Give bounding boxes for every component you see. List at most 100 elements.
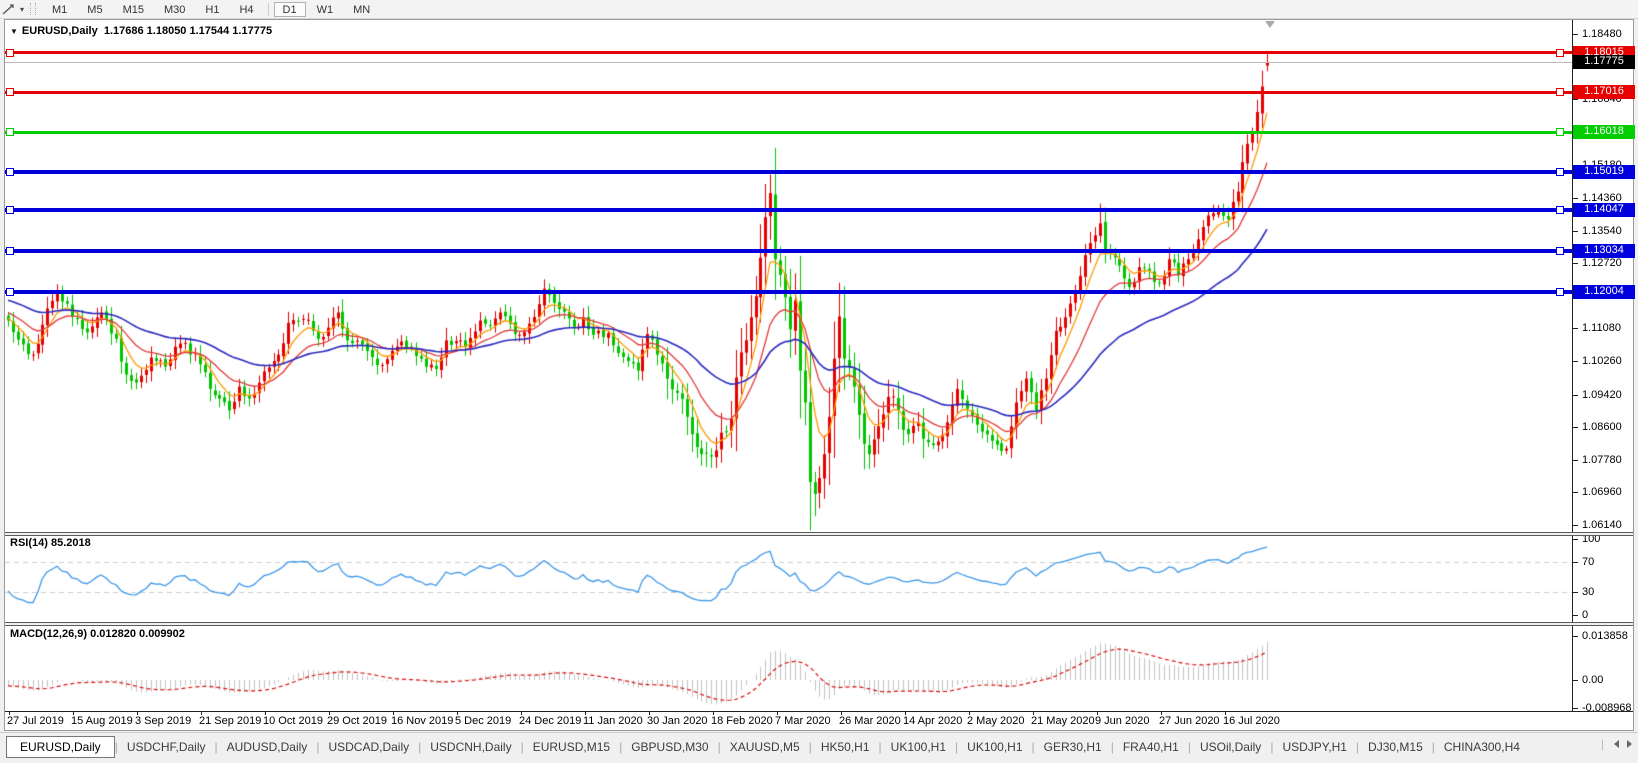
price-level-handle[interactable]: [1556, 128, 1564, 136]
timeframe-toolbar: ▾ M1 M5 M15 M30 H1 H4 D1 W1 MN: [0, 0, 1638, 19]
chart-tab-hk50-h1[interactable]: HK50,H1: [820, 739, 870, 754]
chart-tab-usdcnh-daily[interactable]: USDCNH,Daily: [430, 739, 512, 754]
price-level-handle[interactable]: [6, 287, 14, 296]
chart-tabs: EURUSD,Daily | USDCHF,Daily | AUDUSD,Daily | U…: [0, 735, 1529, 758]
chart-tab-usdchf-daily[interactable]: USDCHF,Daily: [126, 739, 206, 754]
chart-tab-audusd-daily[interactable]: AUDUSD,Daily: [226, 739, 308, 754]
price-level-line[interactable]: [5, 248, 1572, 253]
price-axis-label: 1.08600: [1582, 421, 1622, 434]
rsi-axis-label: 70: [1582, 555, 1595, 568]
time-axis-tick: [905, 711, 906, 715]
price-axis-tick: [1572, 361, 1578, 363]
macd-panel-separator[interactable]: [5, 622, 1633, 626]
tab-divider: |: [1187, 739, 1191, 754]
timeframe-button-m15[interactable]: M15: [114, 2, 153, 17]
price-level-line[interactable]: [5, 90, 1572, 94]
chart-tab-gbpusd-m30[interactable]: GBPUSD,M30: [631, 739, 709, 754]
time-axis-label: 16 Jul 2020: [1223, 715, 1280, 727]
chart-tab-ger30-h1[interactable]: GER30,H1: [1043, 739, 1102, 754]
time-axis-tick: [265, 711, 266, 715]
price-level-label: 1.13034: [1573, 243, 1635, 258]
price-level-handle[interactable]: [6, 206, 14, 215]
time-axis-label: 3 Sep 2019: [135, 715, 192, 727]
price-level-handle[interactable]: [6, 167, 14, 176]
price-level-handle[interactable]: [1556, 287, 1564, 296]
timeframe-button-h1[interactable]: H1: [196, 2, 228, 17]
timeframe-button-m5[interactable]: M5: [78, 2, 111, 17]
rsi-axis-tick: [1572, 539, 1578, 540]
time-axis-label: 15 Aug 2019: [71, 715, 133, 727]
price-level-handle[interactable]: [1556, 206, 1564, 215]
tab-divider: |: [1270, 739, 1274, 754]
time-axis-line: [5, 711, 1633, 712]
chart-tab-china300-h4[interactable]: CHINA300,H4: [1443, 739, 1520, 754]
price-level-handle[interactable]: [6, 246, 14, 255]
chart-tab-eurusd-m15[interactable]: EURUSD,M15: [532, 739, 611, 754]
timeframe-button-m30[interactable]: M30: [155, 2, 194, 17]
timeframe-button-m1[interactable]: M1: [43, 2, 76, 17]
rsi-indicator-label: RSI(14) 85.2018: [10, 537, 91, 549]
price-level-handle[interactable]: [6, 128, 14, 136]
time-axis-label: 14 Apr 2020: [903, 715, 963, 727]
time-axis-tick: [777, 711, 778, 715]
price-axis-label: 1.12720: [1582, 257, 1622, 270]
tab-scroll-left-icon[interactable]: [1614, 740, 1619, 748]
chart-tab-usdcad-daily[interactable]: USDCAD,Daily: [328, 739, 410, 754]
price-level-handle[interactable]: [1556, 246, 1564, 255]
chart-tab-fra40-h1[interactable]: FRA40,H1: [1122, 739, 1179, 754]
tab-divider: |: [717, 739, 721, 754]
rsi-axis-label: 0: [1582, 609, 1589, 621]
macd-axis-label: 0.00: [1582, 674, 1604, 686]
chart-shift-marker[interactable]: [1265, 21, 1275, 28]
time-axis-tick: [393, 711, 394, 715]
rsi-panel-separator[interactable]: [5, 532, 1633, 536]
time-axis-label: 10 Oct 2019: [263, 715, 323, 727]
tab-divider: |: [808, 739, 812, 754]
price-axis-label: 1.11080: [1582, 322, 1621, 335]
time-axis-label: 7 Mar 2020: [775, 715, 831, 727]
tab-scroll-right-icon[interactable]: [1627, 740, 1632, 748]
price-level-line[interactable]: [5, 130, 1572, 134]
price-level-label: 1.14047: [1573, 203, 1635, 218]
time-axis-tick: [649, 711, 650, 715]
price-level-line[interactable]: [5, 289, 1572, 294]
price-level-line[interactable]: [5, 51, 1572, 54]
time-axis-tick: [521, 711, 522, 715]
timeframe-button-d1[interactable]: D1: [273, 1, 306, 17]
price-level-handle[interactable]: [1556, 48, 1564, 57]
drawing-tool-icon[interactable]: [2, 2, 18, 16]
tool-dropdown-caret[interactable]: ▾: [20, 4, 25, 14]
price-level-handle[interactable]: [6, 48, 14, 57]
price-level-line[interactable]: [5, 208, 1572, 213]
price-level-line[interactable]: [5, 169, 1572, 174]
chart-tab-usoil-daily[interactable]: USOil,Daily: [1199, 739, 1262, 754]
price-chart-canvas[interactable]: [5, 20, 1572, 712]
chart-window: ▼ EURUSD,Daily 1.17686 1.18050 1.17544 1.…: [4, 19, 1635, 731]
macd-axis-tick: [1572, 680, 1578, 681]
timeframe-button-mn[interactable]: MN: [344, 2, 379, 17]
toolbar-separator: [267, 2, 269, 16]
chart-tab-dj30-m15[interactable]: DJ30,M15: [1368, 739, 1423, 754]
price-axis-label: 1.10260: [1582, 355, 1622, 368]
price-level-handle[interactable]: [1556, 88, 1564, 97]
time-axis-label: 21 May 2020: [1031, 715, 1095, 727]
current-price-label: 1.17775: [1573, 55, 1635, 70]
chart-tab-uk100-h1[interactable]: UK100,H1: [890, 739, 947, 754]
time-axis-tick: [1161, 711, 1162, 715]
time-axis-label: 24 Dec 2019: [519, 715, 582, 727]
timeframe-button-w1[interactable]: W1: [308, 2, 343, 17]
tab-divider: |: [1031, 739, 1035, 754]
price-level-handle[interactable]: [6, 88, 14, 97]
price-axis-tick: [1572, 263, 1578, 265]
chart-tab-xauusd-m5[interactable]: XAUUSD,M5: [729, 739, 800, 754]
chart-tab-usdjpy-h1[interactable]: USDJPY,H1: [1282, 739, 1347, 754]
chart-tab-uk100-h1[interactable]: UK100,H1: [967, 739, 1023, 754]
timeframe-button-h4[interactable]: H4: [230, 2, 262, 17]
price-axis-tick: [1572, 492, 1578, 494]
tab-divider: |: [1431, 739, 1435, 754]
collapse-arrow-icon[interactable]: ▼: [10, 27, 18, 36]
chart-tab-eurusd-daily[interactable]: EURUSD,Daily: [6, 735, 115, 758]
price-level-handle[interactable]: [1556, 167, 1564, 176]
tab-divider: |: [214, 739, 218, 754]
macd-axis-label: -0.008968: [1582, 702, 1632, 714]
